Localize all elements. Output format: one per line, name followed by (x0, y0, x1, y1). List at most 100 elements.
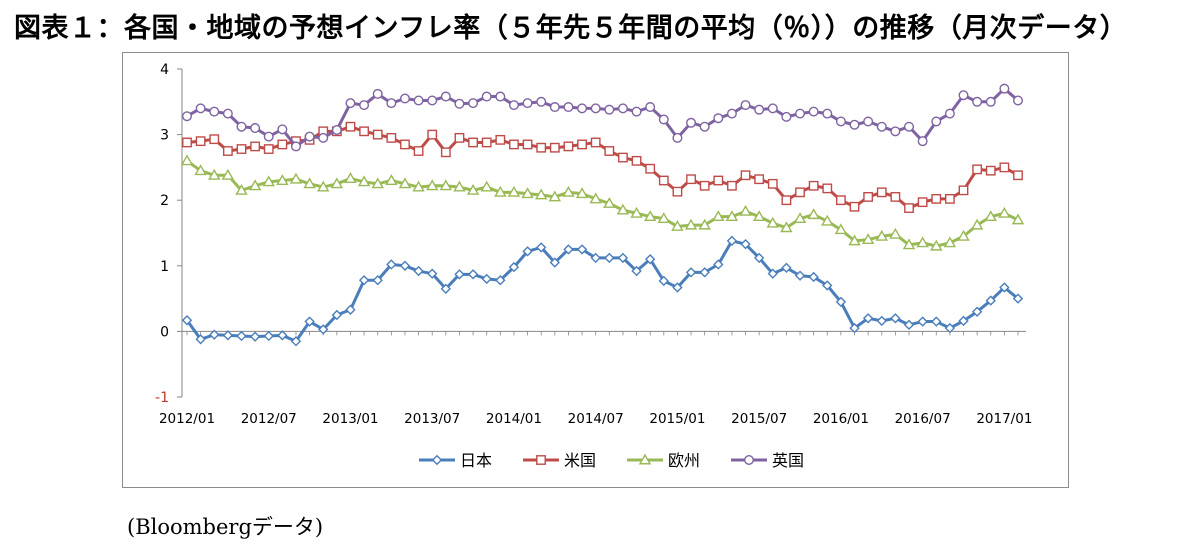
data-point-europe (276, 174, 289, 185)
data-point-japan (849, 322, 860, 334)
data-point-us (182, 137, 192, 148)
data-point-europe (970, 218, 984, 230)
data-point-uk (318, 132, 329, 143)
data-point-uk (440, 91, 451, 102)
data-point-japan (781, 262, 792, 273)
data-point-uk (522, 98, 533, 109)
data-point-japan (931, 316, 942, 327)
data-point-japan (454, 269, 465, 280)
data-point-uk (413, 95, 424, 106)
data-point-us (618, 152, 628, 163)
data-point-japan (358, 275, 370, 286)
data-point-japan (808, 271, 819, 283)
data-point-uk (577, 103, 588, 114)
data-point-japan (495, 275, 506, 286)
data-point-japan (549, 257, 561, 268)
data-point-japan (876, 315, 887, 327)
data-point-europe (494, 185, 507, 197)
data-point-uk (508, 100, 519, 111)
x-tick-label: 2017/01 (976, 411, 1032, 427)
data-point-japan (290, 336, 302, 347)
data-point-europe (303, 177, 316, 189)
x-tick-label: 2014/07 (568, 411, 624, 427)
y-tick-label: -1 (155, 390, 169, 406)
data-point-us (222, 146, 233, 156)
data-point-us (386, 132, 397, 143)
data-point-japan (576, 244, 588, 255)
data-point-uk (481, 91, 492, 102)
data-point-uk (304, 131, 315, 142)
data-point-japan (767, 268, 778, 279)
data-point-japan (999, 282, 1010, 293)
data-point-europe (439, 179, 453, 191)
data-point-europe (739, 204, 752, 216)
data-point-us (209, 134, 220, 145)
data-point-europe (521, 187, 534, 199)
data-point-us (631, 155, 642, 166)
data-point-japan (944, 322, 956, 334)
data-point-japan (985, 295, 996, 306)
data-point-uk (835, 116, 846, 127)
data-point-japan (277, 330, 288, 341)
data-point-europe (684, 218, 698, 230)
data-point-uk (290, 141, 301, 152)
x-tick-label: 2013/01 (322, 411, 378, 427)
y-tick-label: 3 (160, 128, 169, 144)
x-tick-label: 2014/01 (486, 411, 542, 427)
data-point-uk (359, 100, 370, 111)
data-point-us (1013, 170, 1023, 181)
data-point-us (917, 197, 928, 208)
data-point-us (781, 195, 792, 206)
data-point-uk (645, 102, 656, 113)
data-point-europe (262, 175, 275, 187)
data-point-japan (386, 259, 397, 270)
data-point-europe (235, 183, 248, 195)
data-point-us (604, 146, 615, 156)
data-point-europe (725, 210, 739, 222)
data-point-uk (236, 121, 247, 132)
data-point-uk (386, 98, 397, 109)
data-point-europe (534, 188, 548, 200)
data-point-europe (357, 175, 371, 187)
data-point-us (440, 147, 451, 158)
legend-label-uk: 英国 (772, 451, 804, 470)
data-point-uk (904, 121, 915, 132)
data-point-uk (563, 102, 574, 113)
data-point-uk (1013, 95, 1024, 106)
data-point-japan (536, 242, 547, 253)
data-point-japan (563, 244, 574, 255)
data-point-us (686, 174, 696, 185)
data-point-uk (590, 103, 601, 114)
data-point-us (972, 164, 983, 175)
data-point-europe (426, 179, 439, 191)
data-point-japan (917, 316, 928, 327)
x-tick-label: 2013/07 (404, 411, 460, 427)
data-point-japan (195, 334, 206, 345)
data-point-japan (617, 252, 629, 264)
data-point-europe (208, 168, 221, 180)
data-point-us (195, 136, 206, 147)
x-tick-label: 2016/01 (813, 411, 869, 427)
data-point-europe (548, 190, 562, 202)
data-point-uk (686, 117, 697, 128)
data-point-uk (958, 90, 969, 101)
data-point-us (250, 141, 261, 152)
data-point-us (999, 162, 1010, 173)
data-point-japan (822, 280, 833, 291)
data-point-europe (752, 210, 766, 222)
data-point-uk (849, 119, 860, 130)
data-point-europe (466, 183, 480, 195)
data-point-europe (221, 168, 235, 180)
data-point-europe (562, 185, 575, 197)
data-point-europe (616, 203, 630, 215)
data-point-us (563, 141, 574, 152)
x-tick-label: 2012/01 (159, 411, 215, 427)
data-point-uk (658, 114, 669, 125)
data-point-europe (807, 208, 820, 220)
data-point-uk (345, 98, 356, 109)
data-point-uk (427, 95, 438, 106)
data-point-japan (753, 252, 765, 264)
data-point-japan (862, 313, 874, 324)
data-point-uk (876, 121, 887, 132)
data-point-us (236, 144, 247, 154)
